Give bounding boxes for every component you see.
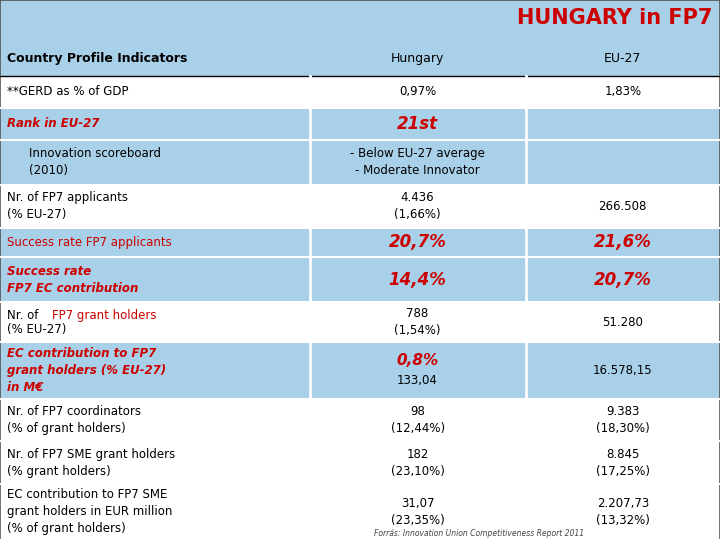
Text: **GERD as % of GDP: **GERD as % of GDP <box>7 85 129 98</box>
Text: 98
(12,44%): 98 (12,44%) <box>390 405 445 435</box>
Text: 4.436
(1,66%): 4.436 (1,66%) <box>395 191 441 221</box>
Bar <box>0 185 720 228</box>
Text: Success rate FP7 applicants: Success rate FP7 applicants <box>7 236 172 249</box>
Text: 2.207,73
(13,32%): 2.207,73 (13,32%) <box>596 497 649 527</box>
Text: 0,8%: 0,8% <box>397 354 438 368</box>
Text: 0,97%: 0,97% <box>399 85 436 98</box>
Text: HUNGARY in FP7: HUNGARY in FP7 <box>518 8 713 28</box>
Bar <box>0 107 720 140</box>
Text: Success rate
FP7 EC contribution: Success rate FP7 EC contribution <box>7 265 138 295</box>
Text: Innovation scoreboard
(2010): Innovation scoreboard (2010) <box>29 147 161 177</box>
Bar <box>0 228 720 257</box>
Text: EC contribution to FP7 SME
grant holders in EUR million
(% of grant holders): EC contribution to FP7 SME grant holders… <box>7 489 173 536</box>
Text: 51.280: 51.280 <box>603 316 643 329</box>
Text: Country Profile Indicators: Country Profile Indicators <box>7 51 188 65</box>
Text: 1,83%: 1,83% <box>604 85 642 98</box>
Text: 9.383
(18,30%): 9.383 (18,30%) <box>596 405 649 435</box>
Text: - Below EU-27 average
- Moderate Innovator: - Below EU-27 average - Moderate Innovat… <box>350 147 485 177</box>
Bar <box>0 0 720 76</box>
Text: 21st: 21st <box>397 114 438 133</box>
Bar <box>0 484 720 540</box>
Bar <box>0 140 720 185</box>
Text: Forrás: Innovation Union Competitiveness Report 2011: Forrás: Innovation Union Competitiveness… <box>374 529 585 538</box>
Bar <box>0 441 720 484</box>
Text: 20,7%: 20,7% <box>389 233 446 252</box>
Text: 8.845
(17,25%): 8.845 (17,25%) <box>596 448 649 477</box>
Text: 20,7%: 20,7% <box>594 271 652 289</box>
Text: Rank in EU-27: Rank in EU-27 <box>7 117 99 130</box>
Text: 31,07
(23,35%): 31,07 (23,35%) <box>391 497 444 527</box>
Bar <box>0 257 720 302</box>
Text: 182
(23,10%): 182 (23,10%) <box>391 448 444 477</box>
Text: 14,4%: 14,4% <box>389 271 446 289</box>
Bar <box>0 302 720 342</box>
Text: Hungary: Hungary <box>391 51 444 65</box>
Text: EC contribution to FP7
grant holders (% EU-27)
in M€: EC contribution to FP7 grant holders (% … <box>7 347 166 394</box>
Text: Nr. of FP7 SME grant holders
(% grant holders): Nr. of FP7 SME grant holders (% grant ho… <box>7 448 176 477</box>
Text: 266.508: 266.508 <box>598 200 647 213</box>
Bar <box>0 399 720 441</box>
Text: 21,6%: 21,6% <box>594 233 652 252</box>
Text: Nr. of: Nr. of <box>7 309 42 322</box>
Text: FP7 grant holders: FP7 grant holders <box>52 309 156 322</box>
Text: Nr. of FP7 coordinators
(% of grant holders): Nr. of FP7 coordinators (% of grant hold… <box>7 405 141 435</box>
Text: 788
(1,54%): 788 (1,54%) <box>395 307 441 338</box>
Text: (% EU-27): (% EU-27) <box>7 323 66 336</box>
Text: EU-27: EU-27 <box>604 51 642 65</box>
Text: 133,04: 133,04 <box>397 374 438 387</box>
Bar <box>0 342 720 399</box>
Text: 16.578,15: 16.578,15 <box>593 364 652 377</box>
Bar <box>0 76 720 107</box>
Text: Nr. of FP7 applicants
(% EU-27): Nr. of FP7 applicants (% EU-27) <box>7 191 128 221</box>
